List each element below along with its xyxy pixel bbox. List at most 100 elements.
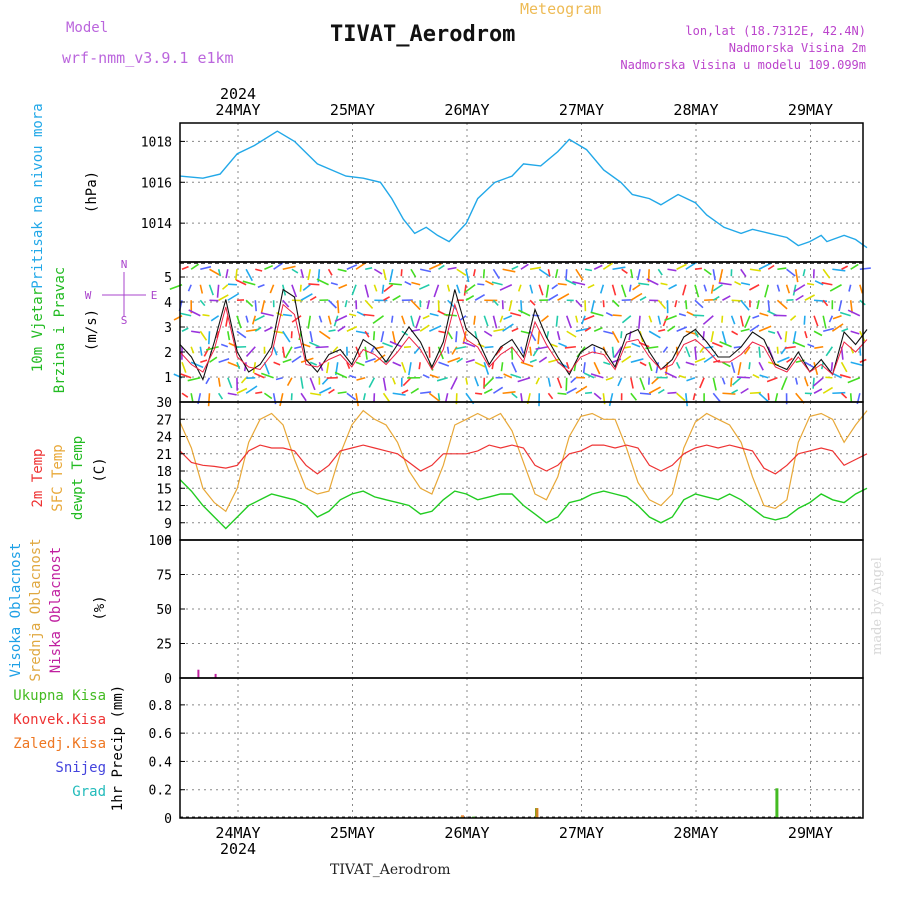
wind-arrow — [245, 346, 256, 357]
wind-arrow — [813, 330, 823, 337]
wind-arrow — [849, 393, 853, 403]
wind-arrow — [630, 292, 643, 301]
wind-arrow — [484, 345, 494, 349]
wind-arrow — [368, 377, 376, 388]
wind-arrow — [621, 315, 632, 324]
wind-arrow — [636, 269, 641, 281]
wind-arrow — [833, 373, 842, 379]
wind-arrow — [382, 392, 391, 403]
wind-arrow — [784, 345, 796, 349]
grid-layer — [180, 123, 863, 818]
wind-arrow — [710, 331, 715, 343]
wind-arrow — [254, 372, 265, 379]
wind-arrow — [181, 392, 189, 398]
wind-arrow — [281, 346, 286, 358]
wind-arrow — [632, 284, 641, 291]
wind-arrow — [455, 345, 467, 350]
wind-arrow — [309, 331, 314, 343]
wind-arrow — [254, 300, 257, 312]
wind-arrow — [332, 346, 339, 353]
wind-arrow — [535, 377, 540, 385]
day-label-bottom: 26MAY — [444, 824, 489, 842]
wind-arrow — [630, 358, 644, 364]
wind-arrow — [286, 377, 293, 386]
wind-arrow — [703, 284, 708, 292]
wind-arrow — [181, 265, 189, 270]
wind-arrow — [364, 346, 368, 360]
wind-arrow — [565, 377, 568, 391]
wind-arrow — [667, 268, 677, 272]
wind-arrow — [429, 374, 439, 379]
y-tick-label: 0 — [164, 672, 172, 687]
frozen-precip-bar — [461, 815, 464, 818]
wind-arrow — [719, 341, 732, 348]
wind-arrow — [651, 377, 659, 385]
wind-arrow — [529, 299, 536, 306]
wind-arrow — [391, 377, 396, 385]
wind-arrow — [807, 343, 815, 348]
wind-arrow — [832, 314, 842, 320]
wind-arrow — [456, 357, 464, 363]
wind-arrow — [225, 269, 229, 279]
wind-arrow — [187, 376, 201, 382]
wind-arrow — [401, 389, 409, 394]
wind-arrow — [365, 267, 373, 271]
wind-arrow — [455, 331, 458, 343]
wind-arrow — [380, 331, 385, 343]
wind-arrow — [477, 283, 485, 286]
y-tick-label: 24 — [156, 431, 172, 446]
wind-arrow — [245, 268, 254, 282]
wind-arrow — [599, 284, 605, 294]
wind-arrow — [517, 376, 531, 383]
wind-arrow — [411, 281, 421, 286]
pressure-axis-label: Pritisak na nivou mora — [30, 103, 46, 288]
wind-arrow — [282, 313, 293, 317]
wind-arrow — [492, 299, 499, 306]
wind-arrow — [203, 346, 211, 357]
wind-arrow — [279, 393, 284, 407]
wind-arrow — [623, 345, 631, 349]
wind-arrow — [337, 325, 346, 332]
wind-arrow — [389, 340, 403, 348]
wind-arrow — [245, 299, 254, 307]
y-tick-label: 0.4 — [149, 755, 173, 770]
wind-key-west: W — [85, 289, 92, 302]
cloud-unit-label: (%) — [92, 595, 108, 620]
wind-arrow — [187, 284, 192, 292]
wind-arrow — [255, 391, 263, 395]
wind-arrow — [678, 313, 687, 317]
wind-arrow — [517, 284, 522, 292]
wind-arrow — [828, 315, 834, 323]
wind-arrow — [611, 330, 620, 343]
wind-arrow — [227, 392, 237, 396]
wind-arrow — [282, 330, 291, 343]
wind-arrow — [236, 361, 241, 370]
wind-key-east: E — [151, 289, 158, 302]
wind-arrow — [403, 345, 412, 349]
mid-cloud-axis-label: Srednja Oblacnost — [28, 538, 44, 681]
wind-arrow — [830, 362, 834, 372]
model-name: wrf-nmm_v3.9.1 e1km — [62, 49, 234, 67]
day-label-bottom: 25MAY — [330, 824, 375, 842]
wind-arrow — [602, 300, 605, 308]
wind-arrow — [511, 327, 519, 332]
wind-arrow — [699, 377, 705, 389]
wind-arrow — [477, 343, 485, 348]
t2m-line — [179, 444, 868, 475]
wind-arrow — [456, 268, 467, 276]
wind-arrow — [792, 341, 806, 348]
y-tick-label: 2 — [164, 346, 172, 361]
wind-arrow — [605, 376, 613, 381]
wind-arrow — [628, 284, 632, 292]
wind-arrow — [529, 359, 537, 363]
wind-arrow — [520, 263, 529, 270]
wind-arrow — [410, 315, 415, 327]
wind-arrow — [346, 392, 357, 401]
wind-arrow — [491, 281, 503, 286]
wind-arrow — [364, 299, 374, 309]
wind-arrow — [410, 299, 421, 311]
frozen-precip-bar — [535, 808, 539, 818]
wind-arrow — [391, 331, 397, 345]
wind-arrow — [621, 355, 632, 363]
